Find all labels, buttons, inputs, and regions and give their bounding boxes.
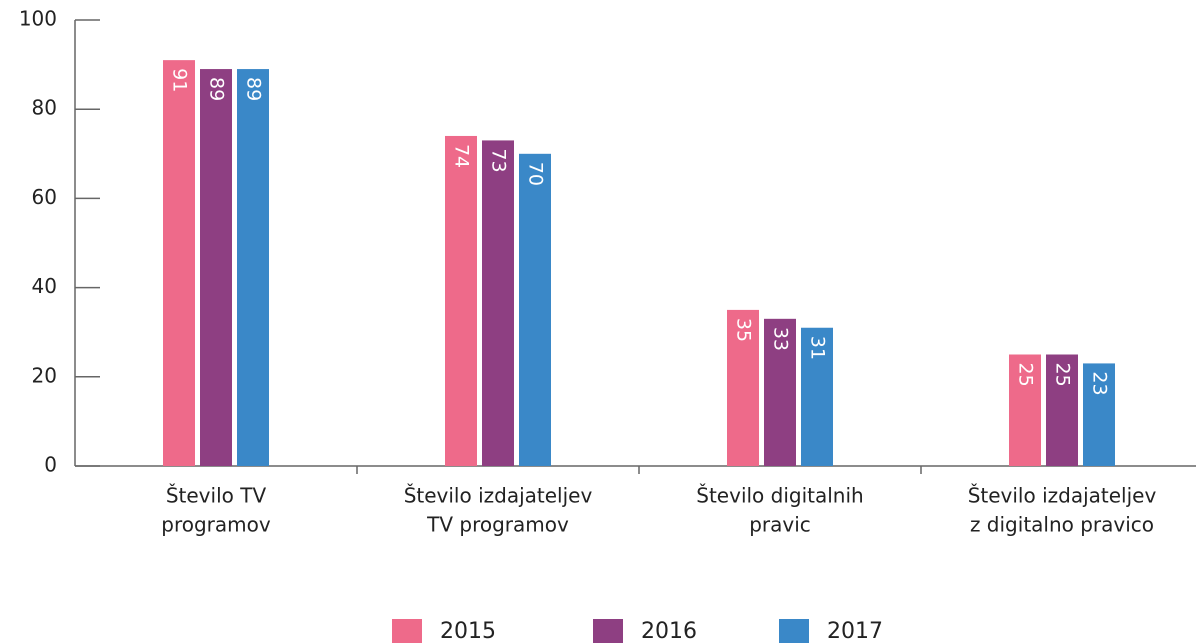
data-label: 74	[451, 144, 473, 168]
x-tick-label: Število izdajateljev	[404, 484, 593, 508]
legend-swatch	[779, 619, 809, 643]
x-tick-label: programov	[161, 513, 271, 537]
data-label: 73	[488, 148, 510, 172]
y-tick-label: 20	[32, 363, 57, 387]
data-label: 70	[525, 162, 547, 186]
data-label: 25	[1015, 363, 1037, 387]
legend-label: 2015	[440, 619, 496, 644]
x-tick-label: Število TV	[166, 484, 267, 508]
x-tick-label: pravic	[749, 513, 811, 537]
bar	[1046, 354, 1078, 466]
y-tick-label: 80	[32, 96, 57, 120]
bar	[163, 60, 195, 466]
legend-swatch	[392, 619, 422, 643]
bar	[519, 153, 551, 467]
data-label: 31	[807, 336, 829, 360]
x-tick-label: Število izdajateljev	[968, 484, 1157, 508]
x-tick-label: z digitalno pravico	[970, 513, 1154, 537]
bar	[200, 69, 232, 466]
y-tick-label: 40	[32, 274, 57, 298]
data-label: 33	[770, 327, 792, 351]
bar	[764, 318, 796, 466]
legend-swatch	[593, 619, 623, 643]
data-label: 89	[206, 77, 228, 101]
data-label: 23	[1089, 371, 1111, 395]
bar	[1083, 363, 1115, 466]
legend-label: 2016	[641, 619, 697, 644]
bar	[1009, 354, 1041, 466]
x-tick-label: Število digitalnih	[696, 484, 863, 508]
data-label: 89	[243, 77, 265, 101]
legend-label: 2017	[827, 619, 883, 644]
data-label: 91	[169, 68, 191, 92]
x-tick-label: TV programov	[426, 513, 569, 537]
bar	[482, 140, 514, 467]
bar	[801, 327, 833, 466]
data-label: 25	[1052, 363, 1074, 387]
bar	[727, 309, 759, 466]
data-label: 35	[733, 318, 755, 342]
bar	[237, 69, 269, 466]
y-tick-label: 60	[32, 185, 57, 209]
y-tick-label: 0	[44, 453, 57, 477]
y-tick-label: 100	[19, 7, 57, 31]
bar	[445, 135, 477, 466]
